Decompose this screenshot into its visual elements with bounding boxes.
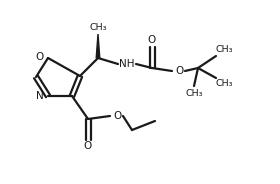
Text: O: O xyxy=(84,141,92,151)
Text: N: N xyxy=(36,91,44,101)
Text: O: O xyxy=(113,111,121,121)
Text: CH₃: CH₃ xyxy=(215,45,233,54)
Text: CH₃: CH₃ xyxy=(89,24,107,33)
Text: CH₃: CH₃ xyxy=(185,89,203,98)
Text: O: O xyxy=(36,52,44,62)
Polygon shape xyxy=(96,34,100,58)
Text: NH: NH xyxy=(119,59,135,69)
Text: O: O xyxy=(148,35,156,45)
Text: CH₃: CH₃ xyxy=(215,79,233,89)
Text: O: O xyxy=(175,66,183,76)
